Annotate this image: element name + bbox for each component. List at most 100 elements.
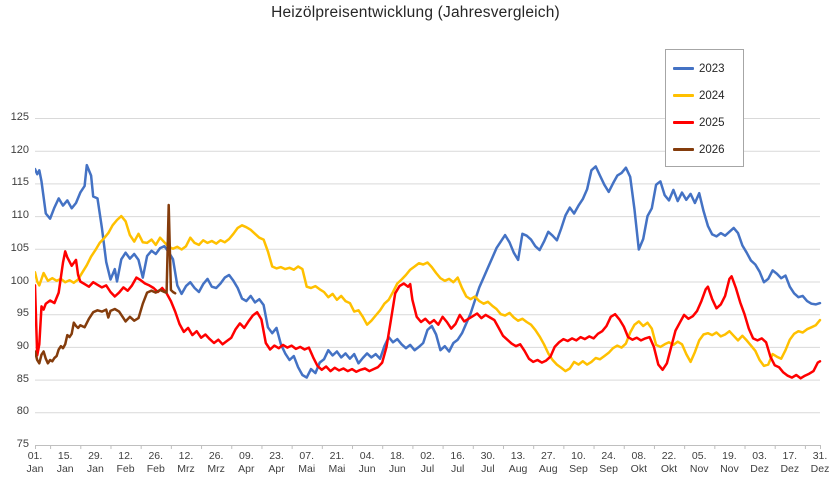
legend: 2023 2024 2025 2026: [665, 49, 744, 167]
x-axis-label-month: Jan: [86, 463, 104, 475]
x-axis-label-day: 27.: [540, 450, 556, 462]
x-axis-label-month: Okt: [660, 463, 678, 475]
x-axis-label: 02. Jul: [411, 450, 445, 476]
x-axis-label-day: 31.: [812, 450, 828, 462]
y-axis-label: 120: [10, 143, 29, 156]
x-axis-label-month: Jul: [450, 463, 465, 475]
x-axis-label: 07. Mai: [290, 450, 324, 476]
x-axis-label-day: 21.: [329, 450, 345, 462]
x-axis-label: 08. Okt: [622, 450, 656, 476]
x-axis-label-day: 04.: [359, 450, 375, 462]
x-axis-label: 23. Apr: [260, 450, 294, 476]
series-line-2023: [35, 163, 822, 379]
x-axis-label-day: 19.: [722, 450, 737, 462]
x-axis-label: 26. Feb: [139, 450, 173, 476]
y-axis-label: 115: [11, 176, 29, 189]
x-axis-label-day: 07.: [299, 450, 315, 462]
x-axis-label: 09. Apr: [229, 450, 263, 476]
x-axis-label-month: Jan: [26, 463, 44, 475]
legend-label: 2026: [699, 143, 725, 156]
legend-entry-2025: 2025: [666, 109, 743, 136]
x-axis-label-day: 01.: [27, 450, 43, 462]
x-axis-label: 13. Aug: [501, 450, 535, 476]
x-axis-label: 16. Jul: [441, 450, 475, 476]
x-axis-label: 31. Dez: [803, 450, 831, 476]
x-axis-label-month: Feb: [116, 463, 135, 475]
x-axis-label: 01. Jan: [18, 450, 52, 476]
x-axis-label-month: Okt: [630, 463, 648, 475]
series-line-2025: [35, 250, 822, 380]
x-axis-label-day: 22.: [661, 450, 677, 462]
x-axis-label: 30. Jul: [471, 450, 505, 476]
legend-swatch-line-2024: [673, 94, 694, 97]
x-axis-label-month: Mai: [328, 463, 346, 475]
legend-swatch-line-2026: [673, 148, 694, 151]
x-axis-label: 15. Jan: [48, 450, 82, 476]
series-line-2024: [35, 214, 822, 373]
x-axis-label: 18. Jun: [380, 450, 414, 476]
x-axis-label-month: Nov: [689, 463, 709, 475]
x-axis-label: 21. Mai: [320, 450, 354, 476]
x-axis-label-month: Mai: [298, 463, 316, 475]
x-axis-label-month: Dez: [780, 463, 800, 475]
x-axis-label: 19. Nov: [712, 450, 746, 476]
x-axis-label-day: 29.: [88, 450, 103, 462]
y-axis-label: 85: [16, 372, 29, 385]
x-axis-label-day: 03.: [752, 450, 767, 462]
legend-label: 2025: [699, 116, 725, 129]
x-axis-label-month: Dez: [750, 463, 769, 475]
x-axis-label: 03. Dez: [743, 450, 777, 476]
x-axis-label: 10. Sep: [561, 450, 595, 476]
y-axis-label: 80: [16, 405, 29, 418]
x-axis-label: 17. Dez: [773, 450, 807, 476]
x-axis-label-day: 18.: [389, 450, 405, 462]
legend-swatch-line-2023: [673, 67, 694, 70]
legend-swatch-line-2025: [673, 121, 694, 124]
y-axis-label: 75: [16, 438, 29, 450]
series-line-2026: [35, 203, 177, 365]
x-axis-label-day: 24.: [601, 450, 616, 462]
x-axis-label-day: 09.: [239, 450, 254, 462]
x-axis-label: 29. Jan: [78, 450, 112, 476]
y-axis-label: 110: [11, 209, 29, 222]
chart-title: Heizölpreisentwicklung (Jahresvergleich): [271, 4, 560, 21]
x-axis-label: 22. Okt: [652, 450, 686, 476]
x-axis-label-day: 05.: [691, 450, 707, 462]
legend-entry-2023: 2023: [666, 55, 743, 82]
legend-entry-2024: 2024: [666, 82, 743, 109]
x-axis-label-month: Nov: [720, 463, 739, 475]
x-axis-label-month: Jul: [481, 463, 495, 475]
y-axis-label: 90: [16, 339, 29, 352]
x-axis-label: 12. Mrz: [169, 450, 203, 476]
x-axis-label-day: 12.: [118, 450, 133, 462]
x-axis-label-day: 30.: [480, 450, 496, 462]
x-axis-label: 12. Feb: [109, 450, 143, 476]
plot-area: [35, 118, 822, 449]
x-axis-label-month: Jun: [388, 463, 406, 475]
x-axis-label-month: Mrz: [177, 463, 195, 475]
y-axis-label: 95: [16, 307, 29, 320]
x-axis-label-day: 12.: [178, 450, 194, 462]
x-axis-label-day: 16.: [450, 450, 465, 462]
x-axis-label: 27. Aug: [531, 450, 565, 476]
legend-entry-2026: 2026: [666, 136, 743, 163]
x-axis-label-day: 26.: [148, 450, 164, 462]
x-axis-label-day: 13.: [510, 450, 526, 462]
x-axis-label-day: 02.: [420, 450, 435, 462]
y-axis-label: 125: [10, 111, 29, 123]
x-axis-label-month: Dez: [810, 463, 830, 475]
x-axis-label-month: Mrz: [207, 463, 225, 475]
x-axis-label-day: 08.: [631, 450, 647, 462]
legend-label: 2023: [699, 62, 725, 75]
x-axis-label: 04. Jun: [350, 450, 384, 476]
x-axis-label-month: Aug: [538, 463, 558, 475]
legend-label: 2024: [699, 89, 725, 102]
x-axis-label-month: Sep: [599, 463, 618, 475]
x-axis-label-month: Feb: [146, 463, 165, 475]
x-axis-label-month: Sep: [569, 463, 588, 475]
x-axis-label-month: Apr: [268, 463, 285, 475]
x-axis-label-month: Apr: [238, 463, 255, 475]
x-axis-label-month: Jan: [56, 463, 74, 475]
x-axis-label: 24. Sep: [592, 450, 626, 476]
